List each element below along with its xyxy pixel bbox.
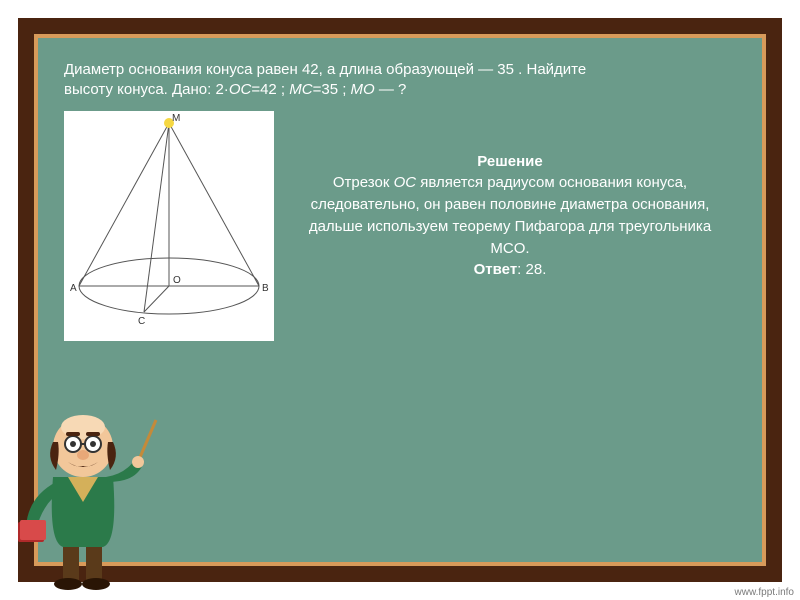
label-c: C bbox=[138, 316, 145, 327]
label-m: M bbox=[172, 113, 180, 124]
var-mo: MO bbox=[351, 81, 375, 98]
professor-icon bbox=[8, 382, 158, 592]
eq3: — ? bbox=[375, 81, 407, 98]
solution-block: Решение Отрезок OC является радиусом осн… bbox=[294, 111, 736, 282]
sol-body1: Отрезок bbox=[333, 174, 394, 191]
cone-diagram: M A B C O bbox=[64, 111, 274, 341]
problem-statement: Диаметр основания конуса равен 42, а дли… bbox=[64, 60, 736, 101]
solution-answer: Ответ: 28. bbox=[294, 259, 726, 281]
eq1: =42 ; bbox=[251, 81, 289, 98]
cone-svg: M A B C O bbox=[64, 111, 274, 341]
slant-mc bbox=[144, 123, 169, 312]
radius-oc bbox=[144, 286, 169, 312]
var-mc: MC bbox=[289, 81, 312, 98]
answer-label: Ответ bbox=[474, 261, 518, 278]
solution-title: Решение bbox=[294, 151, 726, 173]
eq2: =35 ; bbox=[313, 81, 351, 98]
label-a: A bbox=[70, 283, 77, 294]
solution-body: Отрезок OC является радиусом основания к… bbox=[294, 172, 726, 259]
label-b: B bbox=[262, 283, 269, 294]
answer-value: : 28. bbox=[517, 261, 546, 278]
problem-line2-prefix: высоту конуса. Дано: 2· bbox=[64, 81, 229, 98]
problem-line1: Диаметр основания конуса равен 42, а дли… bbox=[64, 61, 586, 78]
label-o: O bbox=[173, 275, 181, 286]
var-oc: OC bbox=[229, 81, 252, 98]
watermark: www.fppt.info bbox=[735, 587, 794, 598]
sol-oc: OC bbox=[394, 174, 417, 191]
content-row: M A B C O Решение Отрезок OC является ра… bbox=[64, 111, 736, 341]
